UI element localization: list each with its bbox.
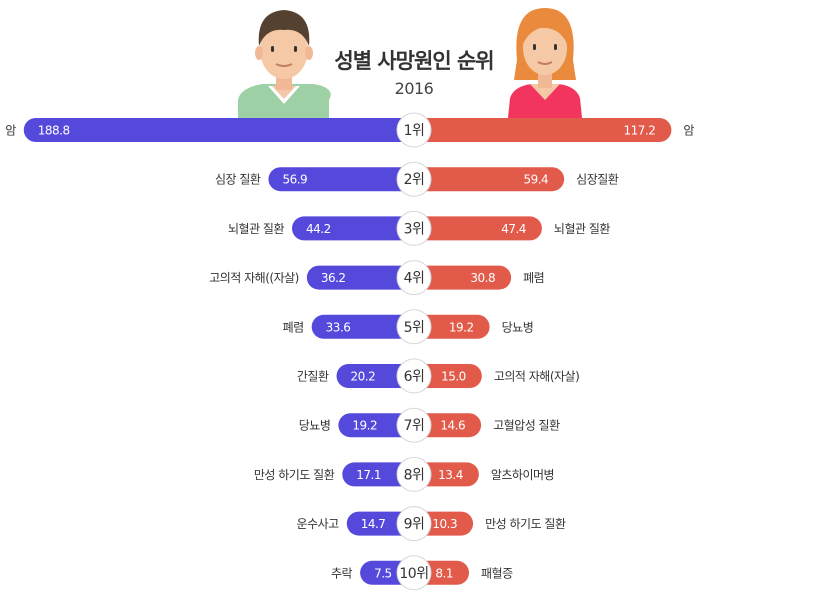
rank-badge-5 <box>396 309 432 345</box>
female-value-label-4: 30.8 <box>470 271 495 285</box>
chart-subtitle: 2016 <box>395 79 434 98</box>
female-cause-label-1: 암 <box>683 124 694 138</box>
male-value-label-7: 19.2 <box>352 419 377 433</box>
male-value-label-1: 188.8 <box>38 124 70 138</box>
male-bar-9 <box>346 511 414 536</box>
female-bar-2 <box>414 167 565 192</box>
female-cause-label-5: 당뇨병 <box>502 320 534 334</box>
female-cause-label-6: 고의적 자해(자살) <box>494 370 579 384</box>
male-bar-4 <box>306 265 414 290</box>
rank-badge-8 <box>396 456 432 492</box>
male-bar-3 <box>292 216 414 241</box>
rank-badge-4 <box>396 260 432 296</box>
rank-label-8: 8위 <box>404 467 425 483</box>
female-bar-1 <box>414 118 672 142</box>
male-cause-label-1: 암 <box>5 124 16 138</box>
rank-label-2: 2위 <box>404 172 425 188</box>
male-cause-label-7: 당뇨병 <box>299 419 331 433</box>
male-bar-2 <box>268 167 414 192</box>
rank-badge-10 <box>396 555 432 591</box>
rank-label-9: 9위 <box>404 517 425 533</box>
rank-label-1: 1위 <box>404 123 425 139</box>
female-value-label-9: 10.3 <box>432 517 457 531</box>
male-bar-5 <box>311 314 414 339</box>
male-cause-label-3: 뇌혈관 질환 <box>228 222 284 236</box>
rank-badge-9 <box>396 506 432 542</box>
rank-label-6: 6위 <box>404 369 425 385</box>
male-value-label-4: 36.2 <box>321 271 346 285</box>
rank-badge-2 <box>396 161 432 197</box>
male-cause-label-9: 운수사고 <box>297 517 340 531</box>
male-value-label-9: 14.7 <box>361 517 386 531</box>
male-value-label-3: 44.2 <box>306 222 331 236</box>
female-cause-label-7: 고혈압성 질환 <box>493 419 560 433</box>
female-value-label-5: 19.2 <box>449 320 474 334</box>
male-cause-label-6: 간질환 <box>297 370 329 384</box>
female-figure-illustration <box>508 8 582 118</box>
male-value-label-6: 20.2 <box>351 370 376 384</box>
rank-label-3: 3위 <box>404 221 425 237</box>
female-value-label-8: 13.4 <box>438 468 463 482</box>
rank-badge-6 <box>396 358 432 394</box>
female-bar-3 <box>414 216 542 241</box>
male-bar-6 <box>336 364 414 389</box>
male-value-label-2: 56.9 <box>282 173 307 187</box>
female-value-label-7: 14.6 <box>440 419 465 433</box>
male-bar-1 <box>23 118 414 142</box>
female-value-label-1: 117.2 <box>624 124 656 138</box>
male-value-label-10: 7.5 <box>374 566 392 580</box>
male-cause-label-8: 만성 하기도 질환 <box>254 468 335 482</box>
female-cause-label-9: 만성 하기도 질환 <box>485 517 566 531</box>
female-value-label-10: 8.1 <box>435 566 453 580</box>
female-cause-label-8: 알츠하이머병 <box>491 468 554 482</box>
male-cause-label-2: 심장 질환 <box>215 173 261 187</box>
rank-label-4: 4위 <box>404 271 425 287</box>
rank-badge-1 <box>396 112 432 148</box>
chart-rows: 188.8 117.2 암 암 1위 56.9 59.4 심장 질환 심장질환 2위 44.2 47.… <box>5 112 695 591</box>
rank-label-7: 7위 <box>404 418 425 434</box>
male-bar-7 <box>338 413 414 438</box>
male-value-label-5: 33.6 <box>326 320 351 334</box>
chart-title: 성별 사망원인 순위 <box>334 49 493 73</box>
female-bar-4 <box>414 265 512 290</box>
female-bar-7 <box>414 413 482 438</box>
male-cause-label-4: 고의적 자해((자살) <box>209 271 299 285</box>
male-figure-illustration <box>238 10 331 118</box>
female-cause-label-2: 심장질환 <box>576 173 619 187</box>
male-cause-label-10: 추락 <box>331 566 353 580</box>
rank-badge-3 <box>396 210 432 246</box>
female-cause-label-4: 폐렴 <box>523 271 544 285</box>
female-cause-label-3: 뇌혈관 질환 <box>554 222 610 236</box>
male-cause-label-5: 폐렴 <box>283 320 304 334</box>
female-value-label-6: 15.0 <box>441 370 466 384</box>
female-bar-6 <box>414 364 482 389</box>
female-bar-5 <box>414 314 490 339</box>
female-value-label-2: 59.4 <box>523 173 548 187</box>
rank-label-10: 10위 <box>399 566 428 582</box>
male-bar-8 <box>342 462 414 487</box>
rank-label-5: 5위 <box>404 320 425 336</box>
male-value-label-8: 17.1 <box>356 468 381 482</box>
female-cause-label-10: 패혈증 <box>481 566 513 580</box>
rank-badge-7 <box>396 407 432 443</box>
female-value-label-3: 47.4 <box>501 222 526 236</box>
